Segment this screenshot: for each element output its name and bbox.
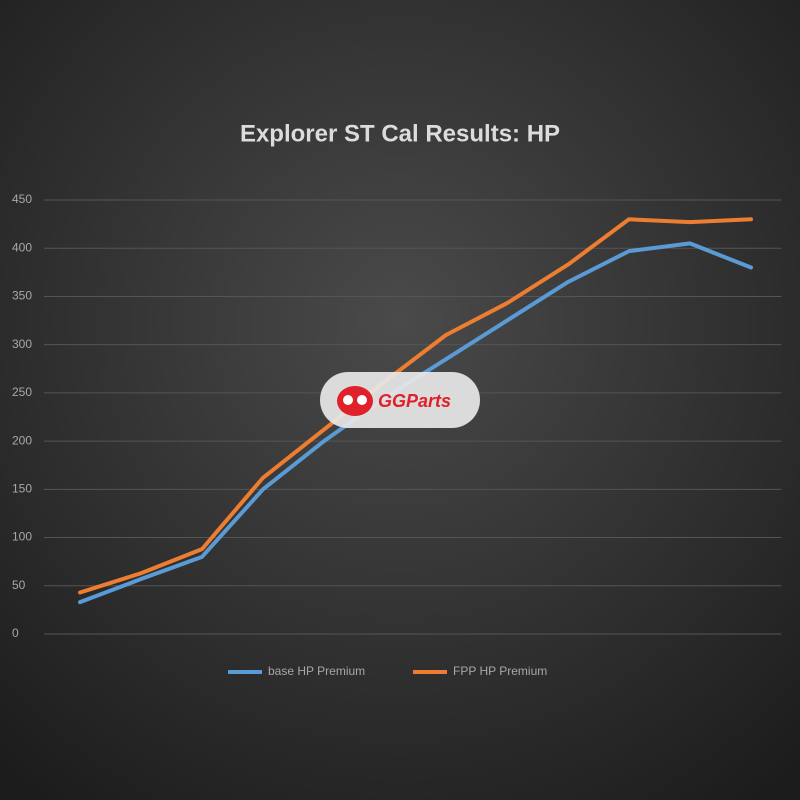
series-line xyxy=(78,217,753,595)
y-tick-label: 150 xyxy=(12,482,32,496)
watermark-logo xyxy=(337,386,373,416)
watermark-text: GGParts xyxy=(378,391,451,411)
y-tick-label: 200 xyxy=(12,433,32,447)
y-tick-label: 400 xyxy=(12,240,32,254)
y-tick-label: 50 xyxy=(12,578,26,592)
y-tick-label: 100 xyxy=(12,530,32,544)
legend-label: FPP HP Premium xyxy=(453,664,547,678)
watermark: GGParts xyxy=(320,372,480,428)
chart-title: Explorer ST Cal Results: HP xyxy=(240,120,560,147)
legend-label: base HP Premium xyxy=(268,664,365,678)
watermark-eye xyxy=(343,395,353,405)
y-tick-label: 300 xyxy=(12,337,32,351)
y-tick-label: 450 xyxy=(12,192,32,206)
y-tick-label: 250 xyxy=(12,385,32,399)
y-tick-label: 350 xyxy=(12,289,32,303)
watermark-eye xyxy=(357,395,367,405)
y-tick-label: 0 xyxy=(12,626,19,640)
